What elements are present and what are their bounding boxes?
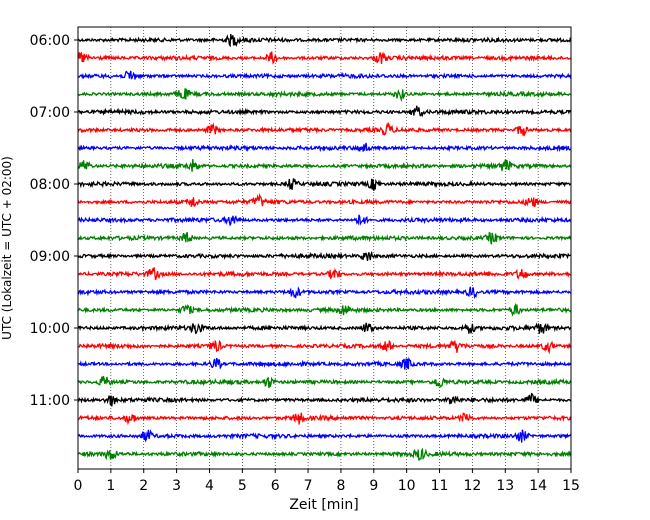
trace-0730 <box>77 142 572 153</box>
trace-0745 <box>77 159 571 172</box>
y-tick-label: 11:00 <box>30 393 70 409</box>
x-tick-label: 2 <box>139 478 148 494</box>
trace-0700 <box>77 105 572 118</box>
x-tick-label: 1 <box>106 478 115 494</box>
trace-1000 <box>77 322 572 335</box>
x-tick-label: 8 <box>336 478 345 494</box>
y-tick-label: 08:00 <box>30 177 70 193</box>
x-tick-label: 6 <box>271 478 280 494</box>
trace-0815 <box>77 192 572 207</box>
x-tick-label: 5 <box>238 478 247 494</box>
y-axis-label: UTC (Lokalzeit = UTC + 02:00) <box>0 156 14 340</box>
traces <box>77 33 572 461</box>
trace-1015 <box>77 339 572 355</box>
trace-0615 <box>77 51 572 65</box>
x-tick-label: 13 <box>496 478 514 494</box>
x-tick-label: 4 <box>205 478 214 494</box>
trace-1045 <box>77 375 572 389</box>
trace-1030 <box>77 356 572 370</box>
trace-0800 <box>77 178 572 191</box>
x-tick-label: 10 <box>398 478 416 494</box>
trace-0715 <box>77 121 572 137</box>
y-tick-label: 10:00 <box>30 321 70 337</box>
x-tick-label: 9 <box>369 478 378 494</box>
x-axis-label: Zeit [min] <box>289 497 358 513</box>
trace-0900 <box>77 250 572 262</box>
x-tick-label: 15 <box>562 478 580 494</box>
y-tick-label: 06:00 <box>30 33 70 49</box>
x-axis: 0 1 2 3 4 5 6 7 8 9 10 11 12 13 14 15 <box>74 469 580 494</box>
trace-0830 <box>77 214 572 227</box>
plot-frame <box>77 26 572 470</box>
trace-0845 <box>77 231 572 245</box>
trace-1145 <box>77 447 572 461</box>
y-tick-label: 09:00 <box>30 249 70 265</box>
trace-1115 <box>77 412 572 426</box>
trace-0930 <box>77 286 572 300</box>
x-tick-label: 0 <box>74 478 83 494</box>
x-tick-label: 3 <box>172 478 181 494</box>
trace-0915 <box>77 267 572 281</box>
y-axis: 06:00 07:00 08:00 09:00 10:00 11:00 <box>30 33 78 409</box>
trace-0645 <box>77 88 572 103</box>
x-tick-label: 7 <box>304 478 313 494</box>
trace-0630 <box>77 70 572 80</box>
x-tick-label: 11 <box>431 478 449 494</box>
trace-0945 <box>78 302 572 317</box>
trace-1130 <box>77 429 572 443</box>
trace-1100 <box>77 392 572 407</box>
x-tick-label: 12 <box>463 478 481 494</box>
y-tick-label: 07:00 <box>30 105 70 121</box>
x-tick-label: 14 <box>529 478 547 494</box>
trace-0600 <box>77 33 571 48</box>
